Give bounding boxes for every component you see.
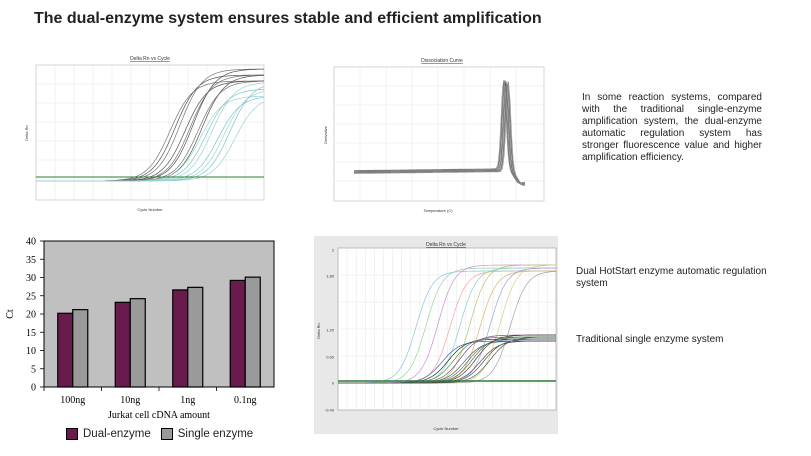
diss-curve (354, 80, 526, 184)
x-tick-label: 100ng (60, 395, 85, 406)
dissociation-plot-svg: Dissociation Curve Temperature (C) Deriv… (323, 58, 545, 213)
bar-legend: Dual-enzyme Single enzyme (66, 428, 263, 440)
diss-curve (354, 83, 526, 186)
ct-bar-chart-svg: 0 5 10 15 20 25 30 35 40 Ct 100ng 10ng 1ng 0.1ng Jurka… (5, 237, 275, 421)
amplification-plot-bottom: Delta Rn vs Cycle -0.40 0 0.60 1.20 1.80 2 Cy… (314, 236, 558, 434)
amp2-y-tick-label: 1.20 (326, 328, 335, 333)
bar-single-1ng (187, 286, 204, 388)
legend-swatch-dual (66, 428, 78, 440)
x-tick-label: 0.1ng (234, 395, 257, 406)
amp2-y-tick-label: 0.60 (326, 355, 335, 360)
bar-single-10ng (129, 298, 146, 388)
legend-item-dual: Dual-enzyme (66, 428, 151, 440)
bar-xlabel: Jurkat cell cDNA amount (108, 410, 210, 421)
y-tick-label: 5 (31, 364, 36, 375)
amp2-title: Delta Rn vs Cycle (426, 242, 466, 248)
y-tick-label: 20 (26, 310, 36, 321)
bar-dual-1ng (172, 289, 189, 388)
bar-single-0.1ng (244, 276, 261, 388)
amp2-ylabel: Delta Rn (316, 323, 321, 339)
dissociation-plot: Dissociation Curve Temperature (C) Deriv… (318, 50, 548, 216)
y-tick-label: 35 (26, 255, 36, 266)
bar-single-100ng (72, 309, 89, 388)
x-tick-label: 10ng (120, 395, 140, 406)
diss-curve (354, 80, 526, 185)
bar-dual-100ng (57, 312, 74, 388)
bar-dual-0.1ng (229, 279, 246, 388)
page-title: The dual-enzyme system ensures stable an… (34, 10, 542, 27)
legend-item-single: Single enzyme (160, 428, 254, 440)
legend-label-single: Single enzyme (177, 428, 254, 440)
y-tick-label: 40 (26, 237, 36, 248)
y-tick-label: 25 (26, 291, 36, 302)
amplification-plot-top-svg: Delta Rn vs Cycle Cycle Number Delta Rn (24, 56, 265, 212)
amp1-curve-cyan (36, 101, 265, 182)
x-tick-label: 1ng (180, 395, 195, 406)
amplification-plot-top: Delta Rn vs Cycle Cycle Number Delta Rn (20, 48, 268, 216)
amp2-y-tick-label: 2 (332, 248, 335, 253)
diss-ylabel: Derivative (323, 125, 328, 144)
diss-xlabel: Temperature (C) (423, 208, 453, 213)
y-tick-label: 0 (31, 383, 36, 394)
amp2-y-tick-label: 0 (332, 381, 335, 386)
amp1-title: Delta Rn vs Cycle (130, 56, 170, 62)
diss-curve (354, 80, 526, 184)
y-tick-label: 10 (26, 346, 36, 357)
dual-system-label: Dual HotStart enzyme automatic regulatio… (576, 266, 767, 289)
diss-curve (354, 81, 526, 186)
ct-bar-chart: 0 5 10 15 20 25 30 35 40 Ct 100ng 10ng 1ng 0.1ng Jurka… (0, 232, 300, 428)
amp1-xlabel: Cycle Number (137, 207, 163, 212)
amp2-xlabel: Cycle Number (433, 426, 459, 431)
y-tick-label: 15 (26, 328, 36, 339)
diss-curve (354, 82, 526, 185)
amp1-ylabel: Delta Rn (24, 125, 29, 141)
diss-curve (354, 79, 526, 183)
bar-ylabel: Ct (5, 309, 16, 319)
amp2-y-tick-label: 1.80 (326, 274, 335, 279)
legend-label-dual: Dual-enzyme (83, 428, 151, 440)
diss-title: Dissociation Curve (421, 58, 463, 64)
amplification-plot-bottom-svg: Delta Rn vs Cycle -0.40 0 0.60 1.20 1.80 2 Cy… (314, 236, 558, 434)
amp2-y-tick-label: -0.40 (325, 408, 335, 413)
bar-dual-10ng (114, 301, 131, 388)
amp2-curve-single (338, 336, 556, 384)
description-text: In some reaction systems, compared with … (582, 92, 762, 163)
legend-swatch-single (160, 428, 173, 440)
y-tick-label: 30 (26, 273, 36, 284)
single-system-label: Traditional single enzyme system (576, 334, 724, 345)
